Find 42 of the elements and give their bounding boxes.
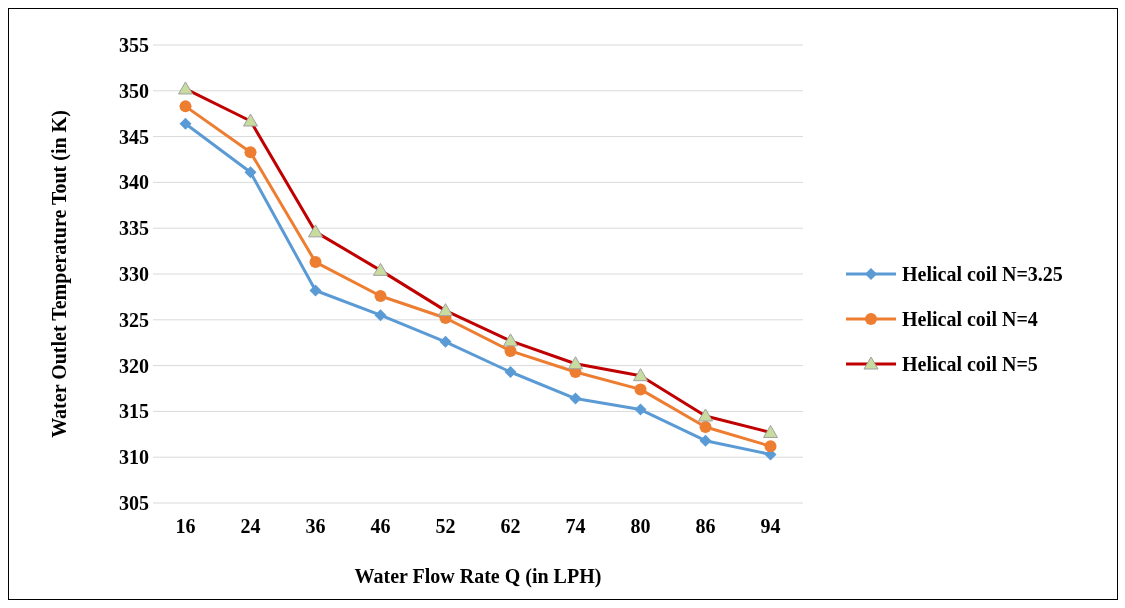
- x-axis-title: Water Flow Rate Q (in LPH): [354, 565, 602, 588]
- y-tick-label: 315: [119, 400, 149, 423]
- x-tick-label: 36: [305, 515, 326, 537]
- point: [309, 256, 322, 269]
- point: [699, 434, 712, 447]
- x-tick-label: 74: [565, 515, 586, 537]
- y-tick-label: 340: [119, 171, 149, 194]
- x-tick-label: 86: [695, 515, 716, 537]
- point: [309, 284, 322, 297]
- x-tick-label: 94: [760, 515, 781, 537]
- point: [244, 166, 257, 179]
- x-tick-label: 52: [435, 515, 456, 537]
- point: [634, 403, 647, 416]
- y-tick-label: 320: [119, 354, 149, 377]
- y-axis-title: Water Outlet Temperature Tout (in K): [48, 110, 71, 438]
- point: [764, 440, 777, 453]
- x-tick-label: 24: [240, 515, 261, 537]
- legend-label: Helical coil N=5: [902, 353, 1038, 375]
- x-tick-label: 80: [630, 515, 651, 537]
- y-tick-label: 345: [119, 125, 149, 148]
- y-tick-label: 355: [119, 34, 149, 56]
- y-tick-label: 330: [119, 263, 149, 285]
- y-tick-label: 325: [119, 308, 149, 331]
- x-tick-label: 46: [370, 515, 391, 537]
- y-tick-label: 335: [119, 217, 149, 240]
- y-tick-label: 350: [119, 79, 149, 102]
- point: [634, 383, 647, 396]
- legend-label: Helical coil N=3.25: [902, 263, 1063, 285]
- point: [374, 309, 387, 322]
- point: [374, 289, 387, 302]
- point: [244, 146, 257, 159]
- point: [699, 420, 712, 433]
- point: [179, 117, 192, 130]
- point: [569, 392, 582, 405]
- x-tick-label: 16: [175, 515, 196, 537]
- point: [504, 366, 517, 379]
- y-tick-label: 310: [119, 446, 149, 469]
- point: [439, 335, 452, 348]
- y-tick-label: 305: [119, 492, 149, 514]
- legend-label: Helical coil N=4: [902, 308, 1038, 330]
- x-tick-label: 62: [500, 515, 521, 537]
- point: [179, 100, 192, 113]
